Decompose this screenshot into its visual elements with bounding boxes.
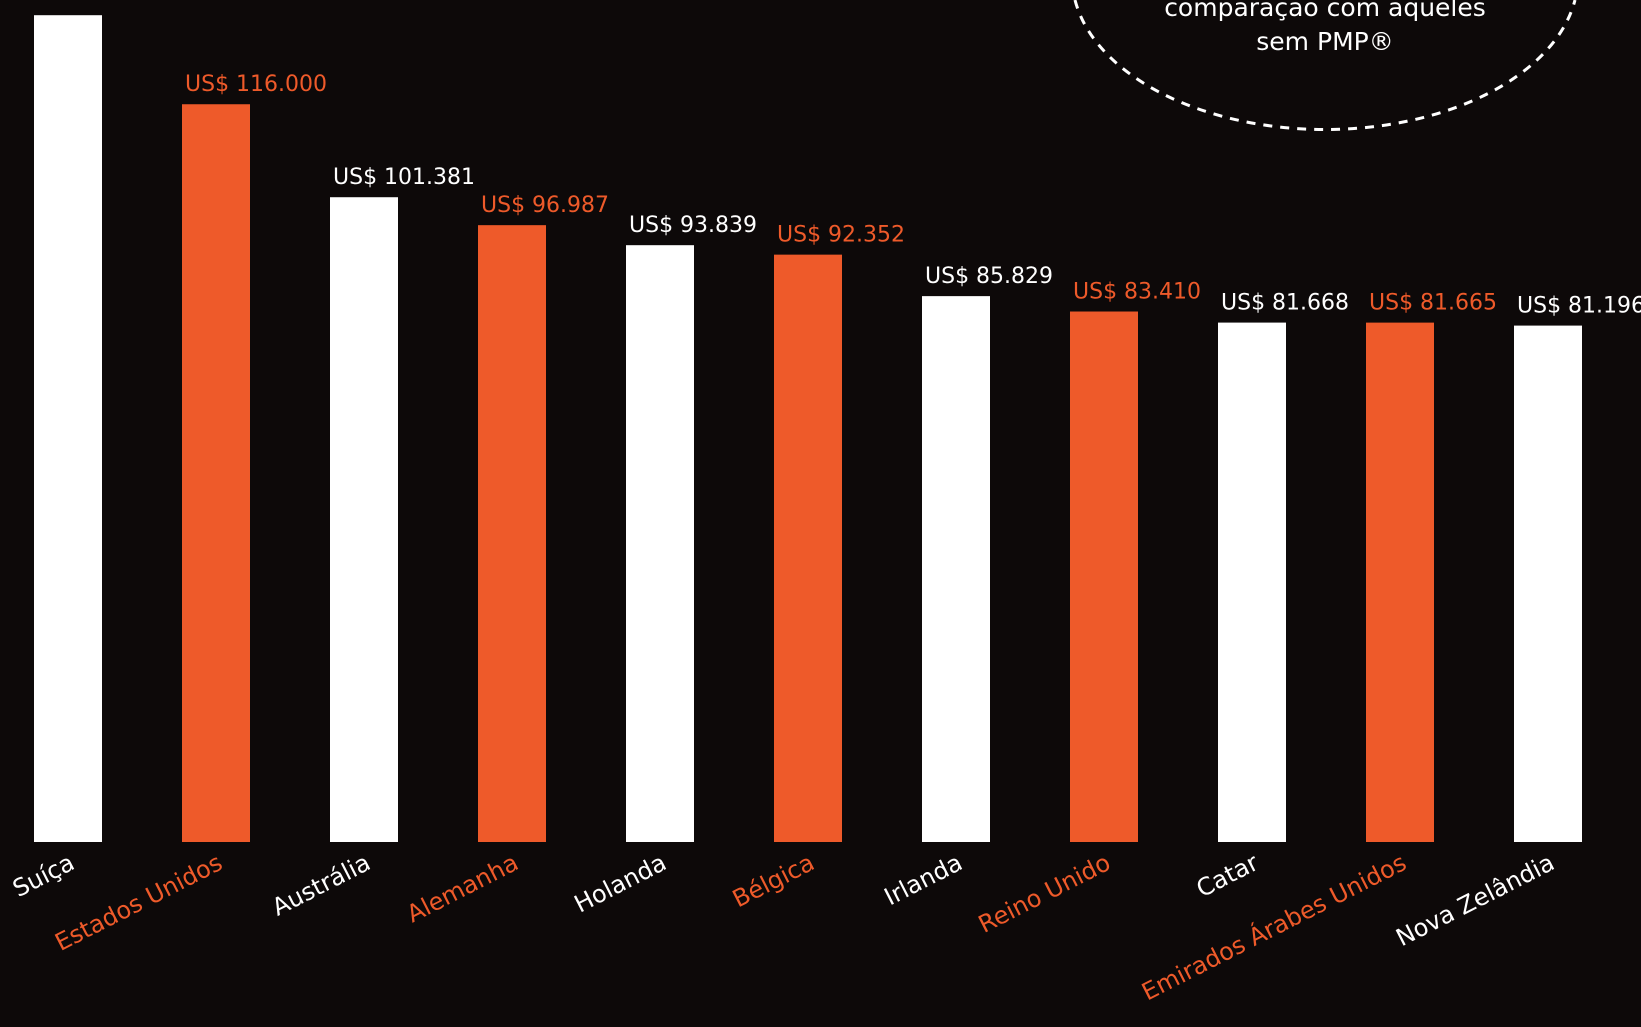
category-label-9: Emirados Árabes Unidos — [1137, 848, 1411, 1007]
value-label-9: US$ 81.665 — [1369, 291, 1497, 316]
bar-7 — [1070, 311, 1138, 842]
bar-0 — [34, 15, 102, 842]
category-label-8: Catar — [1192, 848, 1263, 903]
bars-group — [34, 15, 1582, 843]
value-label-5: US$ 92.352 — [777, 223, 905, 248]
category-label-7: Reino Unido — [974, 848, 1115, 938]
bar-9 — [1366, 322, 1434, 842]
callout-text-line-1: comparação com aqueles — [1164, 0, 1486, 22]
category-label-1: Estados Unidos — [50, 848, 226, 956]
bar-4 — [626, 245, 694, 842]
value-label-6: US$ 85.829 — [925, 264, 1053, 289]
category-label-6: Irlanda — [880, 848, 967, 911]
value-label-8: US$ 81.668 — [1221, 291, 1349, 316]
bar-1 — [182, 104, 250, 843]
bar-10 — [1514, 325, 1582, 842]
bar-8 — [1218, 322, 1286, 842]
bar-5 — [774, 254, 842, 842]
bar-6 — [922, 296, 990, 842]
value-label-2: US$ 101.381 — [333, 165, 475, 190]
bar-3 — [478, 225, 546, 843]
value-label-7: US$ 83.410 — [1073, 280, 1201, 305]
value-label-10: US$ 81.196 — [1517, 294, 1641, 319]
category-label-2: Austrália — [268, 848, 375, 921]
category-label-5: Bélgica — [728, 848, 819, 913]
callout-text-line-2: sem PMP® — [1256, 27, 1393, 56]
category-label-3: Alemanha — [402, 848, 523, 928]
value-label-3: US$ 96.987 — [481, 193, 609, 218]
value-label-1: US$ 116.000 — [185, 72, 327, 97]
category-label-10: Nova Zelândia — [1392, 848, 1559, 952]
value-label-4: US$ 93.839 — [629, 213, 757, 238]
callout-badge: comparação com aqueles sem PMP® — [1073, 0, 1577, 131]
category-label-4: Holanda — [570, 848, 671, 918]
bar-2 — [330, 197, 398, 842]
category-label-0: Suíça — [8, 848, 79, 902]
callout-dashed-circle — [1073, 0, 1577, 131]
